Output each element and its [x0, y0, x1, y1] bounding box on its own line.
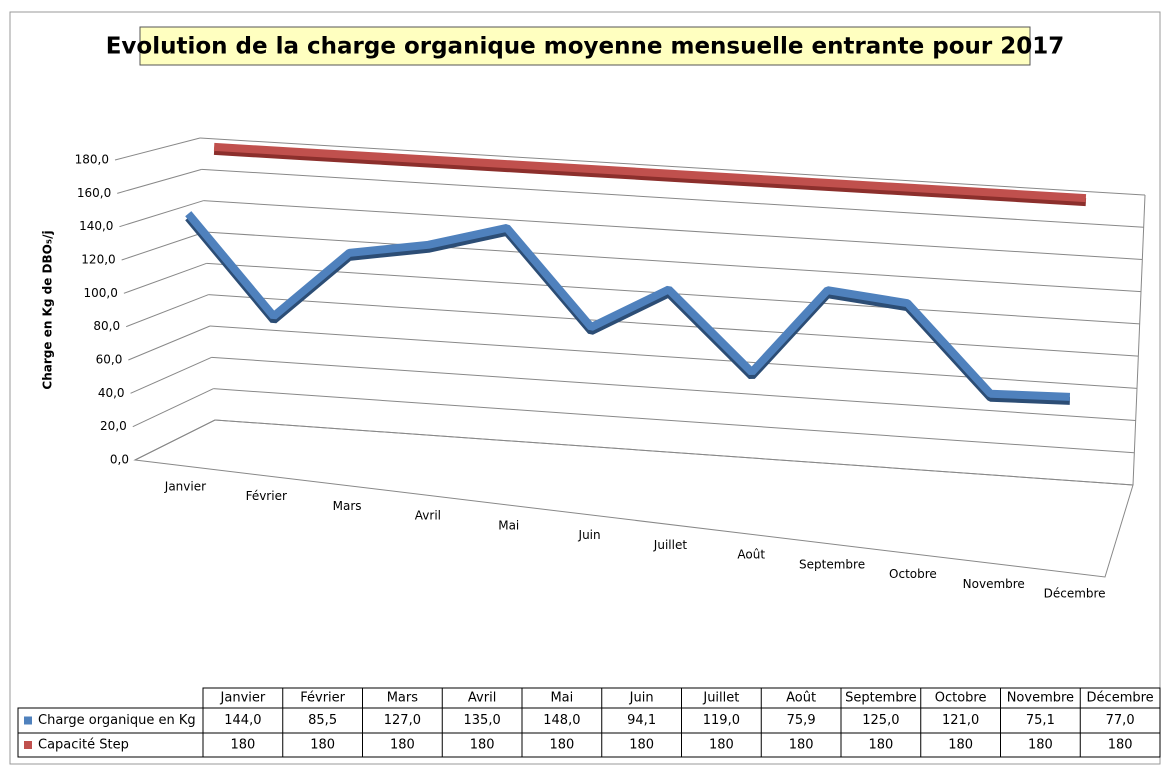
table-value: 75,1 [1026, 713, 1055, 728]
table-value: 125,0 [862, 713, 899, 728]
grid-line [203, 200, 1143, 260]
legend-swatch [24, 716, 32, 725]
title-box [139, 26, 1031, 66]
table-value: 180 [549, 738, 574, 753]
table-value: 180 [1108, 738, 1133, 753]
table-value: 180 [709, 738, 734, 753]
chart-title: Evolution de la charge organique moyenne… [106, 34, 1065, 60]
grid-line [204, 231, 1142, 293]
x-tick-label: Février [246, 489, 287, 503]
x-tick-label: Mai [498, 518, 519, 532]
table-header: Avril [468, 691, 496, 706]
grid-line [214, 419, 1134, 486]
series-line [213, 142, 1087, 203]
y-tick-label: 80,0 [93, 319, 120, 333]
table-value: 180 [470, 738, 495, 753]
table-value: 77,0 [1106, 713, 1135, 728]
x-tick-label: Novembre [963, 577, 1025, 591]
grid-line [209, 325, 1138, 389]
y-tick-label: 60,0 [96, 353, 123, 367]
table-value: 180 [1028, 738, 1053, 753]
x-tick-label: Août [737, 548, 765, 562]
grid-line [125, 294, 209, 328]
table-value: 144,0 [224, 713, 261, 728]
y-tick-label: 20,0 [100, 419, 127, 433]
table-header: Mars [387, 691, 419, 706]
grid-line [213, 388, 1135, 454]
series-line [185, 211, 1071, 401]
table-value: 180 [230, 738, 255, 753]
y-tick-label: 40,0 [98, 386, 125, 400]
x-tick-label: Décembre [1044, 587, 1106, 601]
y-axis-label: Charge en Kg de DBO₅/j [41, 230, 55, 389]
table-value: 135,0 [464, 713, 501, 728]
y-tick-label: 180,0 [75, 153, 109, 167]
x-tick-label: Septembre [799, 557, 865, 571]
grid-line [119, 200, 204, 228]
legend-label: Capacité Step [38, 738, 129, 753]
grid-line [117, 168, 202, 194]
back-wall-edge [1132, 194, 1146, 486]
x-tick-label: Juin [578, 528, 601, 542]
x-tick-label: Avril [415, 509, 441, 523]
table-value: 180 [868, 738, 893, 753]
table-value: 127,0 [384, 713, 421, 728]
table-header: Mai [550, 691, 573, 706]
y-tick-label: 100,0 [84, 286, 118, 300]
x-tick-label: Mars [333, 499, 362, 513]
table-header: Juillet [702, 691, 739, 706]
x-tick-label: Octobre [889, 567, 937, 581]
grid-line [211, 356, 1136, 422]
table-header: Novembre [1007, 691, 1074, 706]
table-value: 180 [789, 738, 814, 753]
grid-line [123, 262, 207, 294]
table-value: 180 [629, 738, 654, 753]
y-tick-label: 0,0 [110, 453, 129, 467]
legend-label: Charge organique en Kg [38, 713, 196, 728]
legend-swatch [24, 741, 32, 749]
y-tick-label: 140,0 [79, 219, 113, 233]
table-header: Janvier [220, 691, 266, 706]
y-tick-label: 120,0 [81, 253, 115, 267]
grid-line [199, 137, 1146, 196]
grid-line [134, 419, 216, 461]
grid-line [208, 294, 1139, 357]
table-header: Juin [629, 691, 654, 706]
table-header: Février [300, 691, 345, 706]
table-value: 180 [310, 738, 335, 753]
table-header: Décembre [1087, 691, 1154, 706]
chart-border [9, 11, 1161, 765]
table-value: 119,0 [703, 713, 740, 728]
table-value: 94,1 [627, 713, 656, 728]
table-value: 180 [948, 738, 973, 753]
table-header: Septembre [845, 691, 917, 706]
table-value: 148,0 [543, 713, 580, 728]
grid-line [201, 168, 1144, 228]
x-tick-label: Janvier [164, 479, 206, 493]
table-value: 85,5 [308, 713, 337, 728]
table-value: 121,0 [942, 713, 979, 728]
table-header: Octobre [935, 691, 987, 706]
x-tick-label: Juillet [653, 538, 688, 552]
grid-line [132, 388, 214, 428]
grid-line [114, 137, 201, 161]
grid-line [130, 356, 212, 394]
table-header: Août [786, 691, 816, 706]
table-value: 180 [390, 738, 415, 753]
grid-line [128, 325, 211, 361]
y-tick-label: 160,0 [77, 186, 111, 200]
table-value: 75,9 [787, 713, 816, 728]
grid-line [121, 231, 206, 261]
